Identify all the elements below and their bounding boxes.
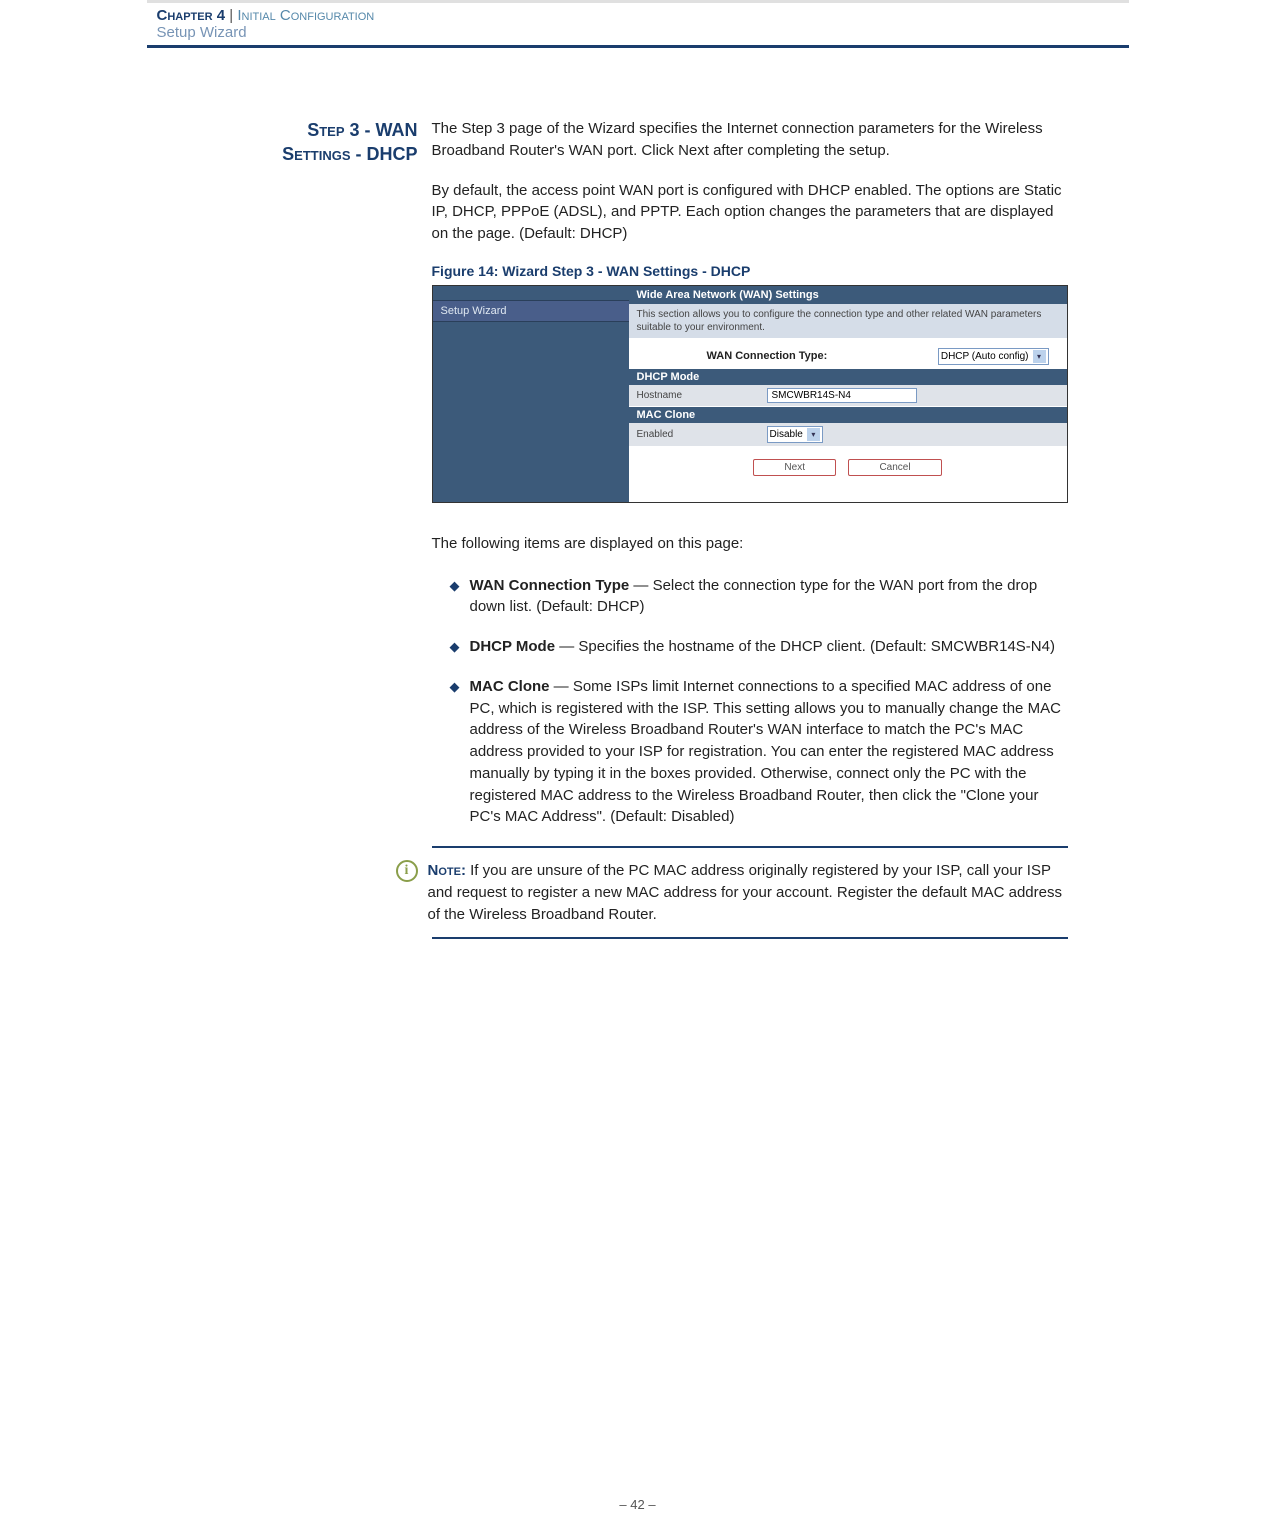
following-items-text: The following items are displayed on thi… (432, 533, 1068, 555)
chapter-title: Initial Configuration (237, 7, 374, 24)
sidebar-item-setup-wizard[interactable]: Setup Wizard (433, 300, 629, 322)
diamond-icon: ◆ (450, 638, 460, 658)
enabled-label: Enabled (637, 429, 767, 440)
wan-settings-title: Wide Area Network (WAN) Settings (629, 286, 1067, 304)
wan-settings-desc: This section allows you to configure the… (629, 304, 1067, 338)
list-item: ◆ WAN Connection Type — Select the conne… (432, 575, 1068, 619)
figure-caption: Figure 14: Wizard Step 3 - WAN Settings … (432, 263, 1068, 279)
separator: | (229, 7, 233, 24)
intro-para-1: The Step 3 page of the Wizard specifies … (432, 118, 1068, 162)
wan-connection-select[interactable]: DHCP (Auto config) ▾ (938, 348, 1049, 365)
chevron-down-icon: ▾ (1033, 350, 1046, 363)
next-button[interactable]: Next (753, 459, 836, 476)
chapter-label: Chapter 4 (157, 7, 226, 24)
mac-clone-header: MAC Clone (629, 407, 1067, 423)
bullet-list: ◆ WAN Connection Type — Select the conne… (432, 575, 1068, 829)
dhcp-mode-header: DHCP Mode (629, 369, 1067, 385)
info-icon: i (396, 860, 418, 882)
hostname-input[interactable] (767, 388, 917, 403)
screenshot-sidebar: Setup Wizard (433, 286, 629, 502)
list-item: ◆ DHCP Mode — Specifies the hostname of … (432, 636, 1068, 658)
list-item: ◆ MAC Clone — Some ISPs limit Internet c… (432, 676, 1068, 828)
chevron-down-icon: ▾ (807, 428, 820, 441)
hostname-label: Hostname (637, 390, 767, 401)
cancel-button[interactable]: Cancel (848, 459, 941, 476)
page-header: Chapter 4 | Initial Configuration Setup … (147, 0, 1129, 48)
diamond-icon: ◆ (450, 678, 460, 828)
intro-para-2: By default, the access point WAN port is… (432, 180, 1068, 245)
page-number: – 42 – (0, 1497, 1275, 1512)
note-block: i Note: If you are unsure of the PC MAC … (432, 846, 1068, 939)
mac-clone-select[interactable]: Disable ▾ (767, 426, 823, 443)
wizard-screenshot: Setup Wizard Wide Area Network (WAN) Set… (432, 285, 1068, 503)
section-heading: Step 3 - WAN Settings - DHCP (147, 118, 418, 167)
wan-connection-label: WAN Connection Type: (707, 350, 828, 362)
header-subtitle: Setup Wizard (157, 24, 1119, 41)
diamond-icon: ◆ (450, 577, 460, 619)
